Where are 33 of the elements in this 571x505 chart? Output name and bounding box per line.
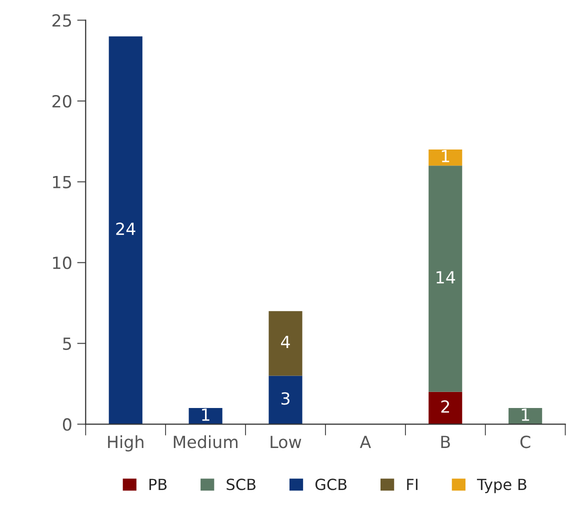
bar [428, 166, 462, 392]
x-tick-label: High [108, 435, 144, 452]
bar [428, 392, 462, 424]
legend-label: Type B [476, 478, 526, 494]
y-tick-label: 5 [63, 338, 71, 350]
y-tick-label: 15 [53, 176, 71, 188]
x-tick-label: C [520, 436, 530, 448]
data-label: 1 [522, 408, 530, 421]
data-label: 24 [116, 222, 136, 235]
bar [108, 36, 142, 424]
bar [428, 149, 462, 166]
bar [188, 408, 222, 424]
legend-label: SCB [226, 478, 256, 490]
y-tick-label: 10 [53, 256, 72, 270]
x-tick-label: Medium [174, 435, 238, 448]
y-tick-label: 0 [62, 418, 72, 431]
x-tick-label: Low [270, 436, 302, 448]
data-label: 3 [281, 392, 290, 405]
data-label: 1 [442, 150, 450, 162]
data-label: 2 [441, 400, 450, 413]
data-label: 4 [281, 336, 290, 348]
x-tick-label: A [360, 436, 372, 448]
data-label: 1 [202, 408, 210, 421]
bar [268, 311, 302, 376]
legend-label: PB [149, 478, 167, 490]
y-tick-label: 20 [52, 94, 72, 108]
y-tick-label: 25 [52, 14, 71, 27]
bar [508, 408, 542, 424]
legend-label: FI [407, 478, 418, 490]
legend-label: GCB [315, 478, 347, 490]
x-tick-label: B [441, 436, 450, 448]
bar [268, 376, 302, 424]
data-label: 14 [436, 271, 456, 284]
